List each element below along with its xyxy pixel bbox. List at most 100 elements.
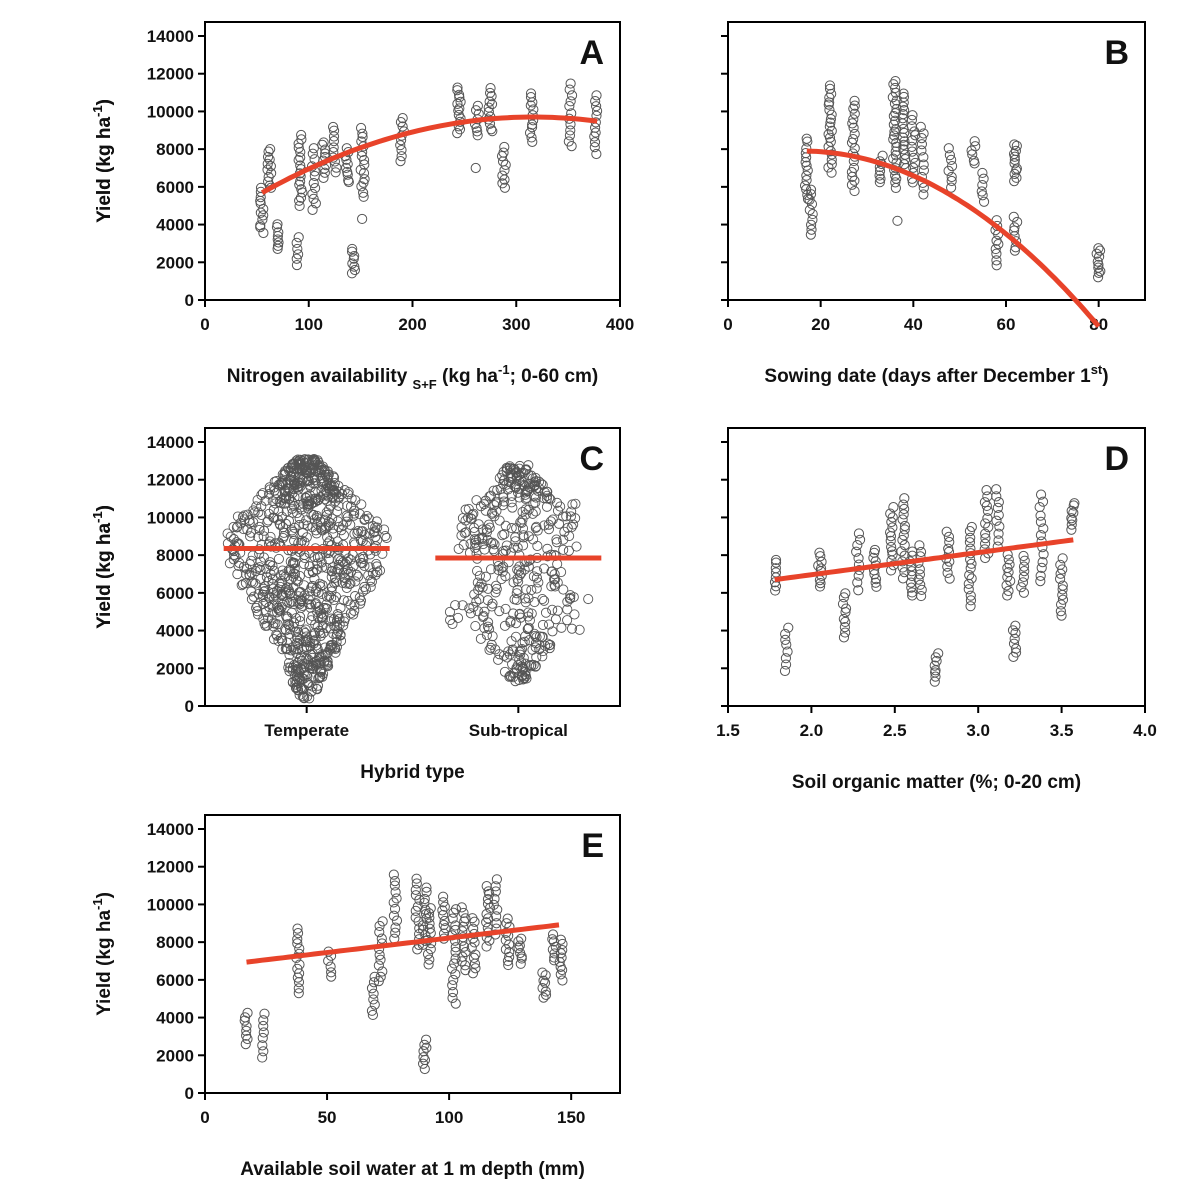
x-tick-label-A: 400 [606, 315, 634, 334]
data-point [780, 628, 791, 640]
data-point [1002, 562, 1013, 573]
data-point [549, 955, 560, 966]
data-point [467, 913, 478, 924]
data-point [969, 136, 980, 147]
data-point [301, 532, 312, 543]
data-point [444, 606, 455, 618]
data-point [486, 508, 498, 519]
data-point [375, 954, 386, 965]
data-point [570, 498, 581, 509]
data-point [804, 204, 815, 216]
data-point [350, 591, 361, 602]
data-point [240, 1039, 251, 1050]
data-point [293, 983, 304, 994]
data-point [390, 887, 401, 898]
data-point [590, 96, 601, 107]
data-point [898, 139, 909, 150]
data-point [915, 579, 926, 590]
data-point [1009, 176, 1020, 187]
data-point [826, 109, 837, 120]
data-point [469, 542, 481, 553]
data-point [518, 652, 529, 663]
data-point [260, 495, 271, 506]
data-point [472, 126, 483, 137]
data-point [801, 175, 812, 186]
data-point [242, 524, 253, 535]
data-point [316, 462, 327, 473]
data-point [511, 588, 522, 599]
data-point [484, 935, 495, 946]
data-point [449, 958, 460, 969]
data-point [263, 515, 274, 526]
points-D [769, 484, 1080, 687]
data-point [887, 549, 898, 560]
data-point [271, 494, 282, 505]
data-point [1035, 576, 1046, 587]
data-point [557, 944, 568, 956]
data-point [480, 505, 491, 516]
data-point [545, 494, 556, 505]
data-point [481, 881, 492, 892]
data-point [333, 486, 344, 497]
data-point [1055, 573, 1066, 584]
data-point [470, 963, 481, 974]
data-point [291, 253, 302, 264]
data-point [824, 121, 835, 132]
data-point [889, 126, 900, 137]
data-point [547, 604, 558, 615]
data-point [513, 943, 524, 954]
data-point [565, 590, 576, 601]
data-point [292, 923, 303, 934]
data-point [282, 619, 293, 630]
data-point [367, 1009, 379, 1021]
data-point [257, 488, 268, 499]
data-point [295, 502, 306, 513]
y-tick-label-C: 2000 [156, 659, 194, 678]
panel-A: A 0 2000 4000 6000 8000 10000 12000 14000 0 100 200… [90, 21, 634, 392]
data-point [515, 474, 526, 485]
data-point [512, 564, 523, 575]
data-point [555, 934, 566, 945]
data-point [491, 918, 502, 929]
data-point [518, 674, 529, 685]
data-point [460, 913, 471, 924]
data-point [566, 506, 577, 517]
data-point [397, 121, 408, 132]
data-point [491, 583, 502, 594]
panel-label-C: C [579, 440, 604, 478]
data-point [501, 479, 512, 490]
data-point [357, 213, 368, 225]
data-point [1016, 582, 1027, 593]
data-point [510, 532, 521, 543]
data-point [291, 574, 302, 585]
data-point [964, 537, 976, 548]
data-point [294, 959, 305, 970]
data-point [271, 630, 283, 641]
data-point [293, 988, 304, 999]
data-point [1038, 523, 1049, 534]
data-point [868, 552, 879, 563]
data-point [459, 527, 470, 539]
data-point [272, 240, 284, 251]
data-point [494, 472, 505, 484]
data-point [993, 509, 1004, 521]
data-point [806, 219, 817, 230]
data-point [483, 617, 494, 628]
data-point [307, 663, 318, 674]
data-point [532, 525, 543, 536]
data-point [531, 652, 542, 663]
data-point [472, 130, 483, 141]
data-point [340, 565, 351, 576]
data-point [292, 928, 304, 939]
data-point [545, 639, 556, 650]
data-point [373, 960, 384, 971]
data-point [489, 539, 500, 550]
data-point [540, 970, 551, 981]
data-point [308, 671, 319, 682]
data-point [470, 162, 481, 174]
data-point [512, 542, 523, 553]
data-point [968, 155, 980, 166]
data-point [853, 585, 864, 596]
data-point [542, 490, 553, 501]
data-point [970, 141, 981, 152]
